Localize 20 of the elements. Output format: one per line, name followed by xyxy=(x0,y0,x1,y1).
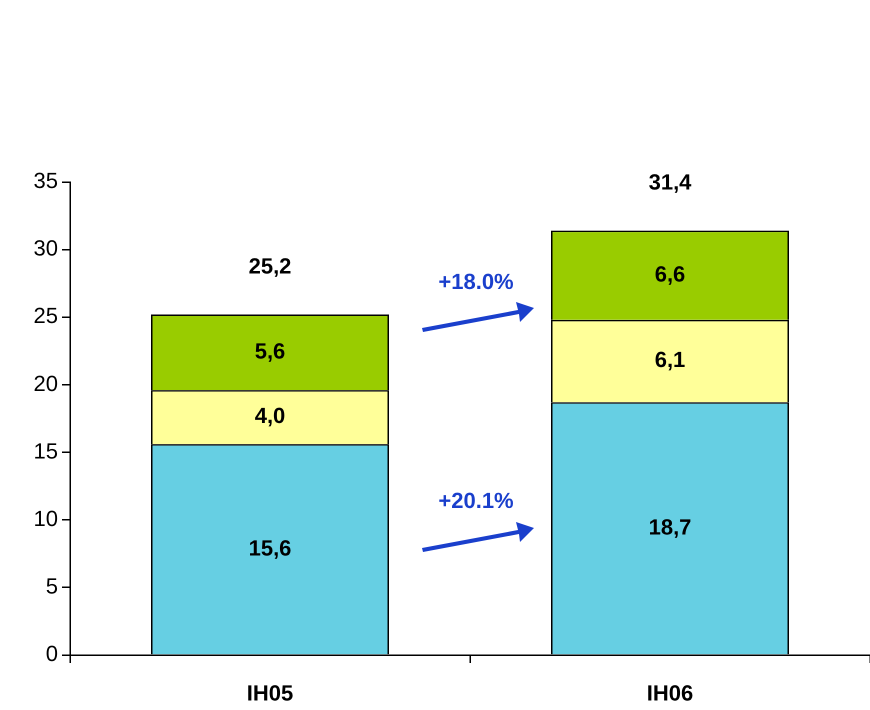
y-tick-label: 25 xyxy=(34,303,58,328)
data-label: 15,6 xyxy=(248,535,292,560)
y-tick-label: 30 xyxy=(34,236,58,261)
data-label: 4,0 xyxy=(254,403,286,428)
data-label: 18,7 xyxy=(648,514,692,540)
y-tick-label: 20 xyxy=(34,370,58,396)
data-label: 5,6 xyxy=(254,338,286,364)
y-tick-label: 15 xyxy=(34,438,58,464)
data-label: 6,1 xyxy=(654,347,686,372)
y-tick-label: 10 xyxy=(34,506,58,531)
data-label: 6,6 xyxy=(654,261,686,286)
y-tick-label: 35 xyxy=(34,168,58,194)
x-tick-label: IH05 xyxy=(246,680,294,706)
annotation: +20.1% xyxy=(438,488,514,514)
x-tick-label: IH06 xyxy=(646,680,694,706)
total-label: 25,2 xyxy=(248,254,292,279)
annotation: +18.0% xyxy=(438,269,514,294)
total-label: 31,4 xyxy=(648,170,692,195)
y-tick-label: 5 xyxy=(46,573,58,598)
y-tick-label: 0 xyxy=(46,641,58,666)
